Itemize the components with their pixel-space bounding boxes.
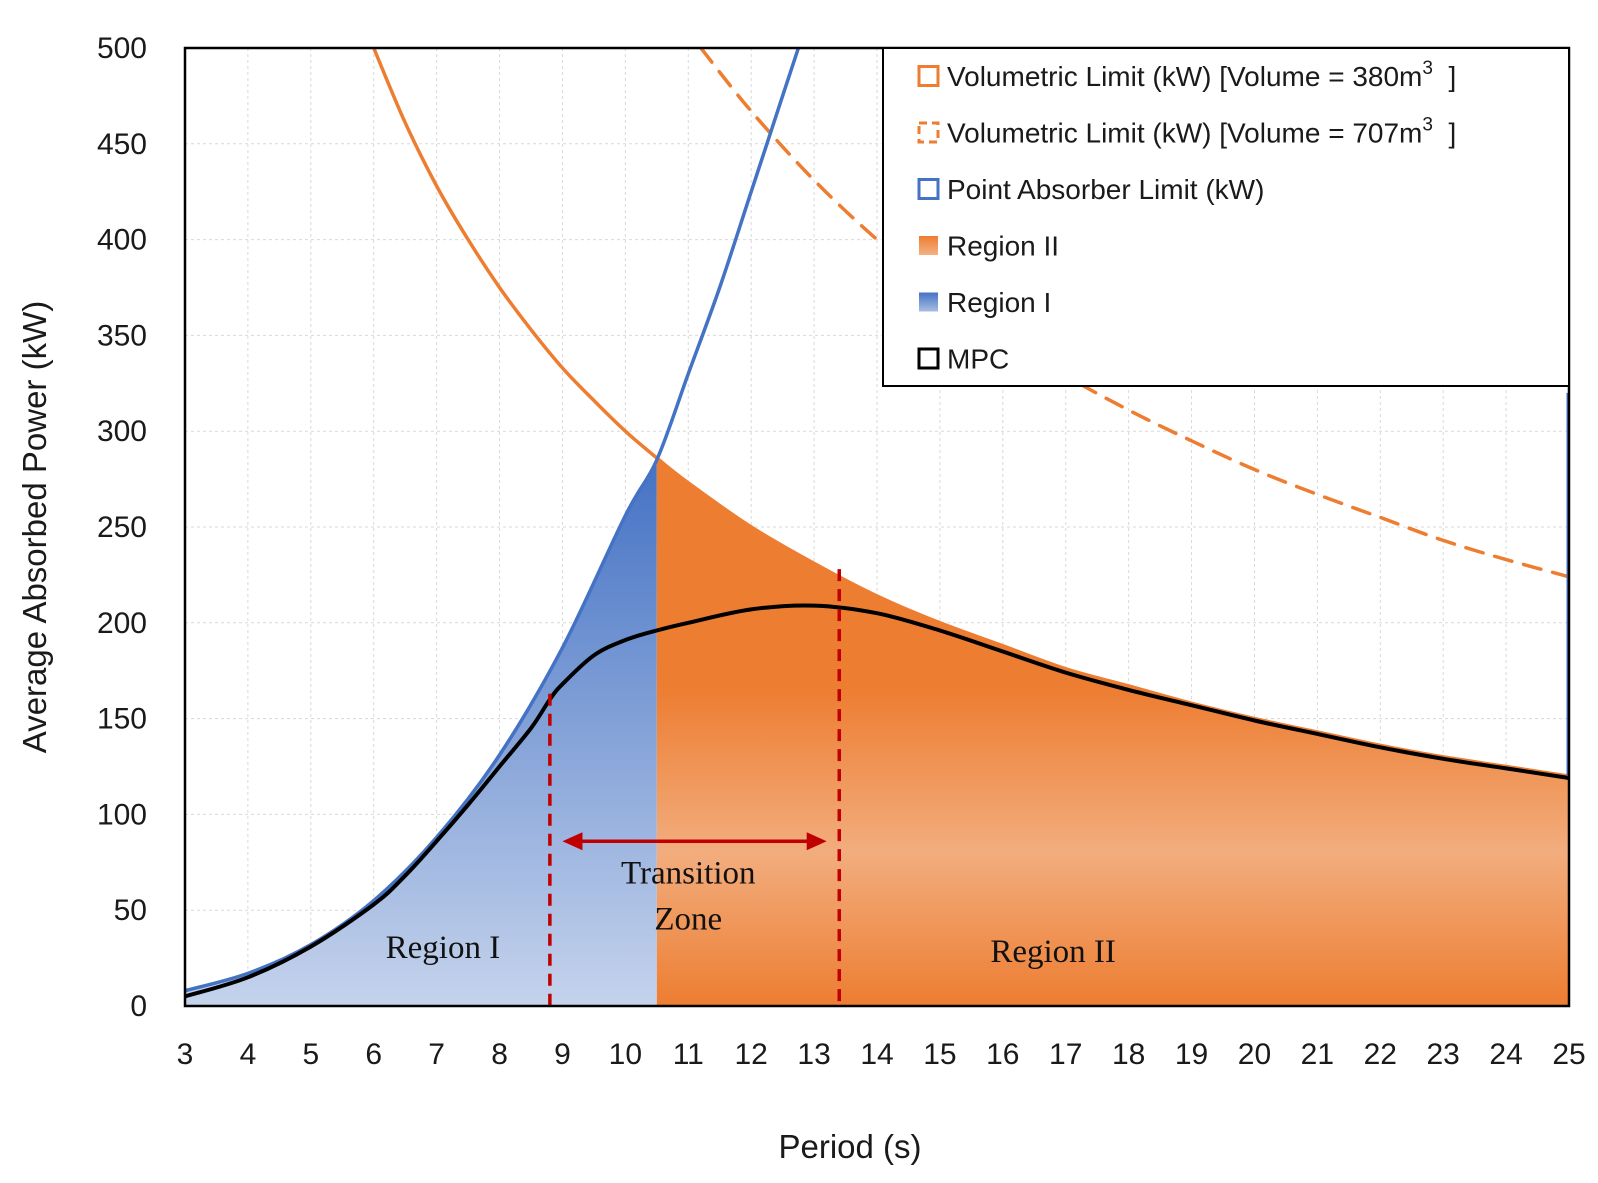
- legend: Volumetric Limit (kW) [Volume = 380m3 ] V…: [882, 47, 1570, 387]
- marker-arrow-head-left: [562, 832, 583, 851]
- legend-item-6: MPC: [917, 344, 1009, 375]
- y-tick-label: 300: [97, 415, 147, 448]
- legend-swatch: [917, 347, 940, 370]
- x-tick-label: 23: [1426, 1038, 1459, 1071]
- x-tick-label: 18: [1112, 1038, 1145, 1071]
- annotation-1: Region I: [386, 930, 501, 966]
- x-tick-label: 13: [797, 1038, 830, 1071]
- x-tick-label: 11: [673, 1038, 704, 1071]
- x-tick-label: 14: [860, 1038, 893, 1071]
- x-tick-label: 9: [554, 1038, 571, 1071]
- legend-label: Volumetric Limit (kW) [Volume = 707m3 ]: [947, 115, 1456, 149]
- region-areas: [185, 458, 1569, 1006]
- legend-label: Point Absorber Limit (kW): [947, 174, 1264, 205]
- x-tick-label: 22: [1364, 1038, 1397, 1071]
- legend-item-2: Volumetric Limit (kW) [Volume = 707m3 ]: [917, 115, 1456, 149]
- legend-box: [882, 47, 1570, 387]
- x-tick-label: 7: [428, 1038, 445, 1071]
- x-tick-label: 24: [1489, 1038, 1522, 1071]
- plot-frame: [183, 46, 1571, 1008]
- legend-item-5: Region I: [919, 287, 1051, 318]
- legend-swatch: [917, 65, 940, 87]
- x-tick-label: 4: [240, 1038, 257, 1071]
- legend-swatch: [919, 236, 938, 255]
- x-tick-label: 10: [609, 1038, 642, 1071]
- legend-item-3: Point Absorber Limit (kW): [917, 174, 1264, 205]
- annotations: Region I Transition Zone Region II: [386, 855, 1116, 970]
- legend-swatch: [917, 121, 940, 144]
- x-tick-label: 12: [734, 1038, 767, 1071]
- marker-arrow-head-right: [806, 832, 827, 851]
- x-tick-label: 16: [986, 1038, 1019, 1071]
- x-axis-ticks: 3 4 5 6 7 8 9 10 11 12 13 14 15 16 17 18 19 20 21 22 23 24 25: [177, 1038, 1586, 1071]
- legend-item-4: Region II: [919, 231, 1059, 262]
- region-area-2: [656, 458, 1569, 1006]
- region-area-1: [185, 459, 657, 1006]
- x-tick-label: 19: [1175, 1038, 1208, 1071]
- x-axis-title: Period (s): [778, 1128, 921, 1165]
- transition-markers: [548, 569, 842, 1006]
- x-tick-label: 15: [923, 1038, 956, 1071]
- annotation-3: Zone: [654, 901, 722, 937]
- y-tick-label: 450: [97, 128, 147, 161]
- legend-label: Volumetric Limit (kW) [Volume = 380m3 ]: [947, 58, 1456, 92]
- y-tick-label: 100: [97, 798, 147, 831]
- y-tick-label: 150: [97, 703, 147, 736]
- x-tick-label: 20: [1238, 1038, 1271, 1071]
- x-tick-label: 21: [1301, 1038, 1334, 1071]
- y-tick-label: 0: [130, 990, 147, 1023]
- series-line-2: [699, 48, 1569, 579]
- series-line-4: [185, 603, 1569, 999]
- legend-swatch: [919, 292, 938, 312]
- y-axis-ticks: 0 50 100 150 200 250 300 350 400 450 500: [97, 32, 147, 1023]
- y-tick-label: 400: [97, 224, 147, 257]
- legend-label: Region I: [947, 287, 1051, 318]
- y-tick-label: 200: [97, 607, 147, 640]
- y-axis-title: Average Absorbed Power (kW): [16, 301, 53, 753]
- y-tick-label: 500: [97, 32, 147, 65]
- x-tick-label: 5: [302, 1038, 319, 1071]
- legend-label: MPC: [947, 344, 1009, 375]
- legend-label: Region II: [947, 231, 1059, 262]
- y-tick-label: 250: [97, 511, 147, 544]
- x-tick-label: 6: [365, 1038, 382, 1071]
- x-tick-label: 8: [491, 1038, 508, 1071]
- legend-swatch: [917, 178, 940, 200]
- y-tick-label: 50: [114, 894, 147, 927]
- x-tick-label: 3: [177, 1038, 194, 1071]
- annotation-4: Region II: [990, 934, 1116, 970]
- legend-item-1: Volumetric Limit (kW) [Volume = 380m3 ]: [917, 58, 1456, 92]
- x-tick-label: 25: [1552, 1038, 1585, 1071]
- y-tick-label: 350: [97, 319, 147, 352]
- x-tick-label: 17: [1049, 1038, 1082, 1071]
- annotation-2: Transition: [621, 855, 755, 891]
